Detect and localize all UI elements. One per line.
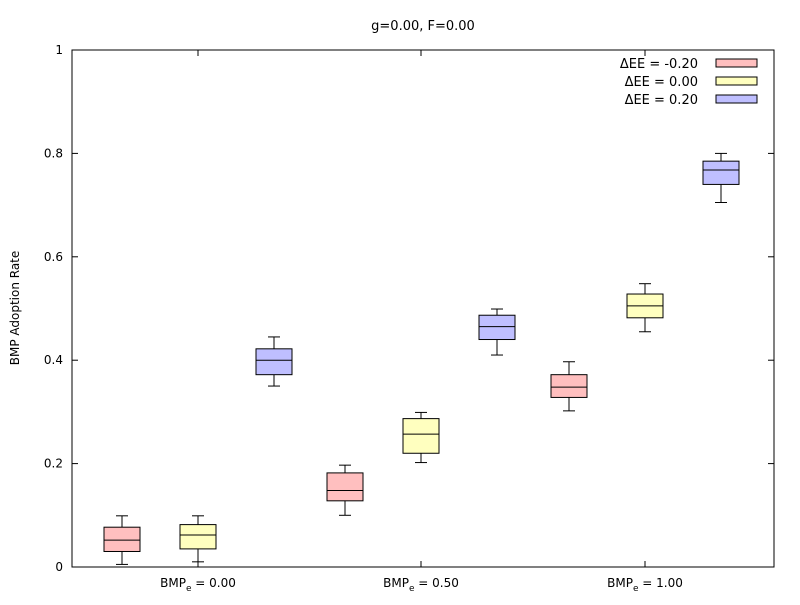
box [550,374,588,398]
legend-label: ΔEE = 0.20 [625,93,698,108]
y-tick-label: 0.6 [44,250,63,264]
y-tick-label: 0.4 [44,353,63,367]
x-tick-label: BMPe = 0.50 [383,576,459,594]
box [478,314,516,341]
legend-label: ΔEE = -0.20 [620,57,698,72]
box [103,526,141,552]
box [179,524,217,550]
y-tick-label: 0.8 [44,146,63,160]
x-tick-label: BMPe = 1.00 [607,576,683,594]
legend-swatch [715,58,758,68]
y-tick-label: 1 [55,43,63,57]
x-tick-label: BMPe = 0.00 [160,576,236,594]
plot-frame [71,49,775,568]
box [702,160,740,185]
legend-label: ΔEE = 0.00 [625,75,698,90]
legend-swatch [715,76,758,86]
plot-area: 0 0.2 0.4 0.6 0.8 1 BMPe = 0.00 BMPe = 0.50 BMPe… [44,43,775,594]
box [255,348,293,376]
legend-swatch [715,94,758,104]
box [402,418,440,454]
chart-title: g=0.00, F=0.00 [371,19,475,34]
y-axis-label: BMP Adoption Rate [8,251,22,366]
y-tick-label: 0 [55,560,63,574]
box [326,472,364,502]
y-tick-label: 0.2 [44,457,63,471]
legend: ΔEE = -0.20 ΔEE = 0.00 ΔEE = 0.20 [620,57,758,108]
